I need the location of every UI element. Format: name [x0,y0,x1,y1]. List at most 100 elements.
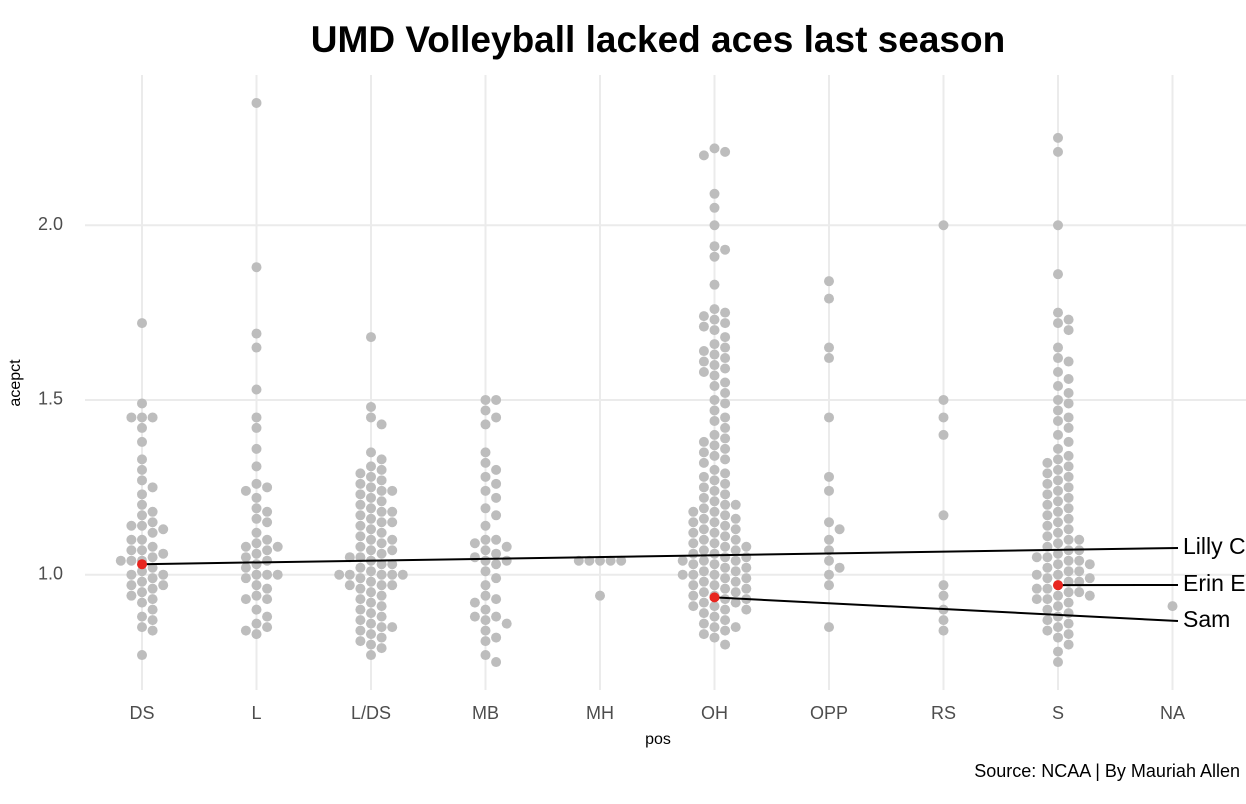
dot [1063,482,1074,493]
dot [938,590,949,601]
dot [720,604,731,615]
dot [376,538,387,549]
dot [376,464,387,475]
dot [1042,457,1053,468]
dot [834,562,845,573]
dot [1053,342,1063,353]
dot [491,657,502,668]
dot [1042,499,1053,510]
dot [158,569,169,580]
dot [720,146,731,157]
x-tick-label: MH [586,703,614,723]
label-leader [714,596,1179,622]
dot [137,545,147,556]
dot [720,398,731,409]
dot [688,580,699,591]
dot [698,618,709,629]
dot [709,349,720,360]
dot [262,534,273,545]
dot [366,650,376,661]
dot [720,468,731,479]
dot [824,569,834,580]
dot [688,601,699,612]
dot [1031,583,1042,594]
dot [262,517,273,528]
dot [709,143,720,154]
dot [387,534,398,545]
dot [709,569,720,580]
y-tick-label: 2.0 [38,214,63,234]
dot [480,650,491,661]
dot [1074,555,1085,566]
dot [1063,374,1074,385]
dot [1063,555,1074,566]
dot [366,545,376,556]
dot [1031,594,1042,605]
dot [720,583,731,594]
x-tick-label: NA [1160,703,1185,723]
dot [720,562,731,573]
dot [1063,503,1074,514]
dot [1053,548,1063,559]
dot [137,622,147,633]
dot [1042,573,1053,584]
dot [1053,590,1063,601]
dot [491,548,502,559]
dot [355,489,366,500]
dot [938,625,949,636]
dot [709,559,720,570]
dot [355,636,366,647]
dot [730,499,741,510]
dot [677,569,688,580]
dot [720,625,731,636]
dot [1042,583,1053,594]
dot [480,419,491,430]
dot [376,475,387,486]
dot [1042,604,1053,615]
dot [366,629,376,640]
dot [1042,489,1053,500]
dot [240,625,251,636]
dot [698,597,709,608]
dot [709,394,720,405]
dot [491,632,502,643]
dot [366,332,376,343]
dot [720,443,731,454]
highlight-dot [1053,580,1063,591]
dot [1031,552,1042,563]
dot [376,548,387,559]
dot [698,576,709,587]
dot [251,478,262,489]
dot [677,555,688,566]
dot [366,513,376,524]
dot [137,534,147,545]
dot [480,534,491,545]
dot [1053,353,1063,364]
y-tick-label: 1.0 [38,563,63,583]
dot [824,517,834,528]
dot [698,356,709,367]
dot [720,639,731,650]
dot [480,636,491,647]
dot [126,412,137,423]
dot [709,202,720,213]
dot [366,412,376,423]
dot [251,618,262,629]
dot [137,520,147,531]
dot [262,611,273,622]
dot [366,401,376,412]
dot [387,580,398,591]
dot [709,496,720,507]
dot [1053,485,1063,496]
dot [720,412,731,423]
dot [1031,569,1042,580]
dot [1053,517,1063,528]
dot [741,562,752,573]
dot [1042,594,1053,605]
dot [376,590,387,601]
dot [720,531,731,542]
dot [938,429,949,440]
x-tick-label: DS [129,703,154,723]
dot [938,412,949,423]
dot [251,513,262,524]
